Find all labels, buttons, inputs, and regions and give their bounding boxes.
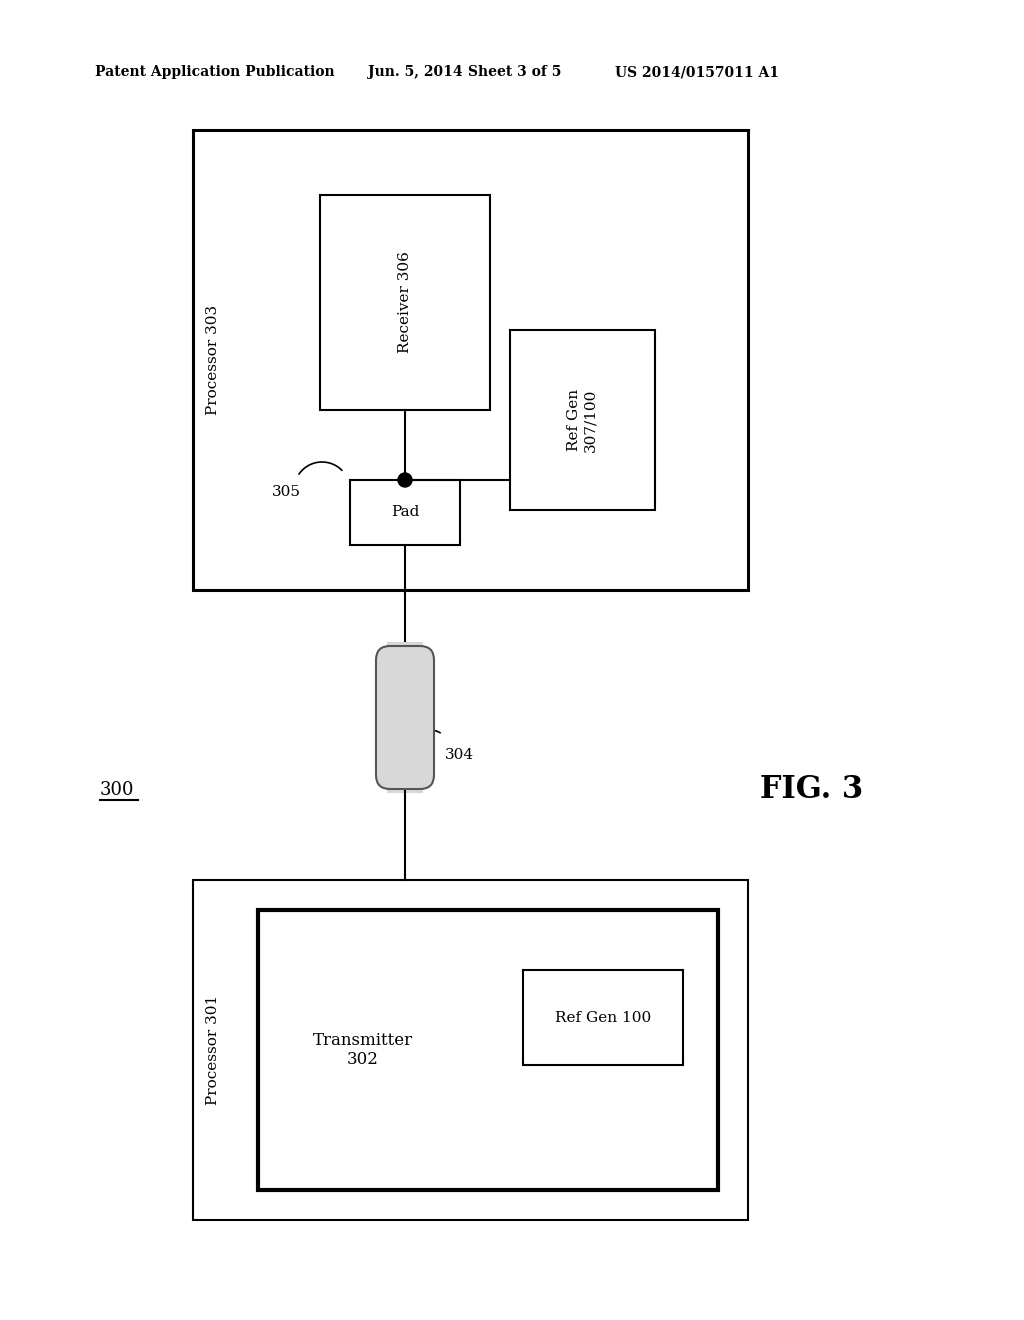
Text: Jun. 5, 2014: Jun. 5, 2014 <box>368 65 463 79</box>
Circle shape <box>398 473 412 487</box>
Text: FIG. 3: FIG. 3 <box>760 775 863 805</box>
Text: Processor 301: Processor 301 <box>206 995 220 1105</box>
Text: Processor 303: Processor 303 <box>206 305 220 414</box>
Text: 304: 304 <box>445 748 474 762</box>
Bar <box>319 195 490 411</box>
Text: Patent Application Publication: Patent Application Publication <box>95 65 335 79</box>
Text: Pad: Pad <box>391 506 419 520</box>
Text: Receiver 306: Receiver 306 <box>398 252 412 354</box>
Text: 305: 305 <box>272 484 301 499</box>
Text: Ref Gen 100: Ref Gen 100 <box>555 1011 651 1024</box>
Bar <box>510 330 655 510</box>
Text: Ref Gen
307/100: Ref Gen 307/100 <box>567 388 598 451</box>
Text: US 2014/0157011 A1: US 2014/0157011 A1 <box>615 65 779 79</box>
Bar <box>350 480 460 545</box>
Bar <box>258 909 718 1191</box>
Bar <box>193 880 748 1220</box>
Bar <box>523 970 683 1065</box>
FancyBboxPatch shape <box>376 645 434 789</box>
Text: Sheet 3 of 5: Sheet 3 of 5 <box>468 65 561 79</box>
Bar <box>193 129 748 590</box>
Text: 300: 300 <box>100 781 134 799</box>
Text: Transmitter
302: Transmitter 302 <box>313 1032 413 1068</box>
